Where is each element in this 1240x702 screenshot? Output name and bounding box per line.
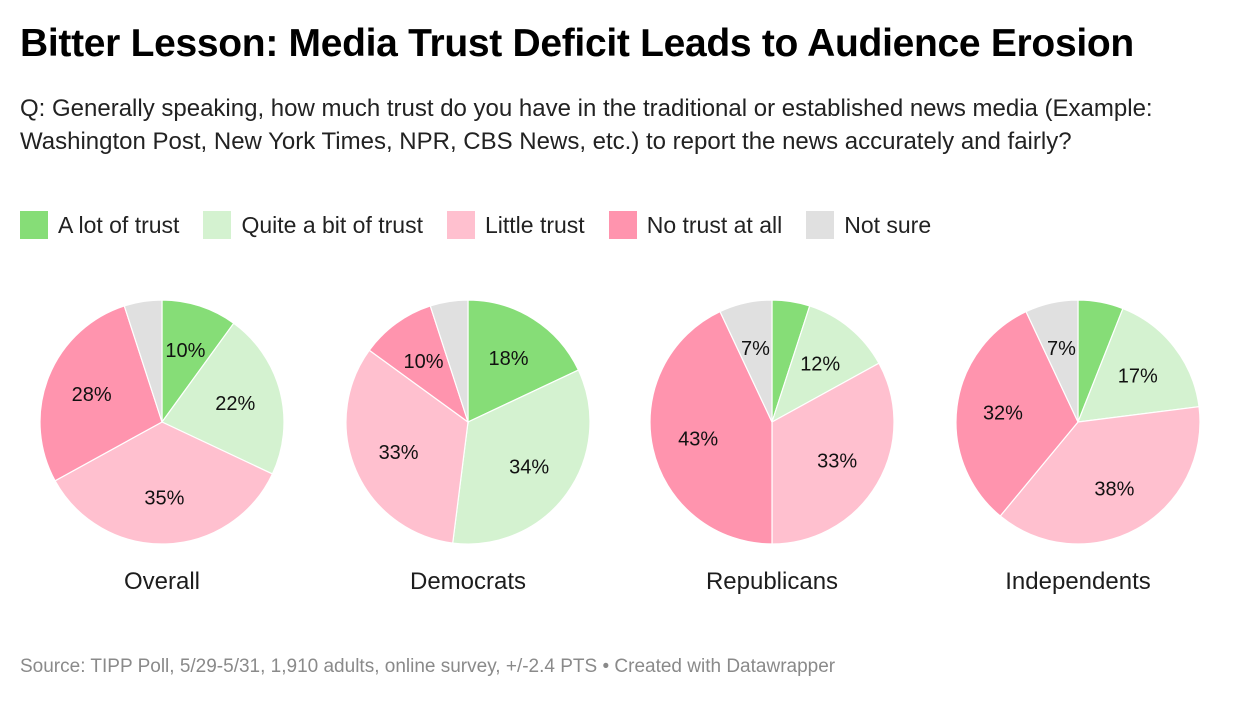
slice-data-label: 18% [489, 348, 529, 370]
slice-data-label: 7% [741, 338, 770, 360]
pie-group-label: Overall [124, 568, 200, 595]
pie-group-label: Republicans [706, 568, 838, 595]
slice-data-label: 10% [165, 340, 205, 362]
legend-label: Not sure [844, 211, 932, 238]
pie-slice-not-sure [719, 299, 773, 423]
pie-independents: 17% 38% 32% 7% Independents [955, 299, 1201, 595]
pie-slice-no-trust-at-all [368, 305, 470, 424]
chart-subtitle: Q: Generally speaking, how much trust do… [20, 95, 1153, 155]
legend-item-little-trust: Little trust [446, 211, 585, 239]
legend-item-no-trust-at-all: No trust at all [608, 211, 783, 239]
slice-data-label: 38% [1094, 478, 1134, 500]
slice-data-label: 12% [800, 354, 840, 376]
slice-data-label: 43% [678, 429, 718, 451]
slice-data-label: 33% [817, 451, 857, 473]
legend-label: Little trust [484, 211, 585, 238]
legend-label: A lot of trust [58, 211, 180, 238]
legend-swatch [20, 211, 48, 239]
pie-group-label: Independents [1005, 568, 1150, 595]
legend-item-a-lot-of-trust: A lot of trust [20, 211, 179, 239]
pie-slice-little-trust [345, 349, 469, 544]
chart-title: Bitter Lesson: Media Trust Deficit Leads… [20, 22, 1134, 65]
pie-slice-no-trust-at-all [649, 310, 773, 545]
pie-slice-quite-a-bit-of-trust [1077, 307, 1200, 423]
legend-swatch [203, 211, 232, 239]
slice-data-label: 32% [983, 403, 1023, 425]
slice-data-label: 22% [215, 393, 255, 415]
legend-item-quite-a-bit-of-trust: Quite a bit of trust [203, 211, 423, 239]
pie-slice-quite-a-bit-of-trust [770, 305, 880, 424]
pie-slice-quite-a-bit-of-trust [452, 369, 591, 545]
pie-slice-not-sure [429, 299, 469, 423]
slice-data-label: 17% [1118, 366, 1158, 388]
pie-slice-not-sure [123, 299, 163, 423]
slice-data-label: 10% [404, 351, 444, 373]
pie-slice-no-trust-at-all [955, 310, 1079, 517]
slice-data-label: 33% [379, 442, 419, 464]
pie-republicans: 12% 33% 43% 7% Republicans [649, 299, 895, 595]
legend-swatch [446, 211, 475, 239]
pie-slice-a-lot-of-trust [467, 299, 580, 423]
pie-group-label: Democrats [410, 568, 526, 595]
pie-slice-not-sure [1025, 299, 1079, 423]
pie-slice-little-trust [999, 406, 1201, 545]
slice-data-label: 28% [72, 384, 112, 406]
slice-data-label: 7% [1047, 338, 1076, 360]
legend-label: No trust at all [646, 211, 783, 238]
legend-swatch [806, 211, 835, 239]
pie-slice-little-trust [54, 421, 274, 545]
pie-slice-no-trust-at-all [39, 305, 163, 482]
pie-slice-little-trust [771, 362, 895, 545]
slice-data-label: 34% [509, 456, 549, 478]
legend: A lot of trust Quite a bit of trust Litt… [20, 211, 955, 239]
legend-label: Quite a bit of trust [241, 211, 423, 238]
pie-democrats: 18% 34% 33% 10% Democrats [345, 299, 591, 595]
pie-overall: 10% 22% 35% 28% Overall [39, 299, 285, 595]
pie-slice-a-lot-of-trust [161, 299, 235, 424]
source-footer: Source: TIPP Poll, 5/29-5/31, 1,910 adul… [20, 656, 836, 677]
legend-swatch [608, 211, 637, 239]
legend-item-not-sure: Not sure [806, 211, 931, 239]
slice-data-label: 35% [144, 488, 184, 510]
